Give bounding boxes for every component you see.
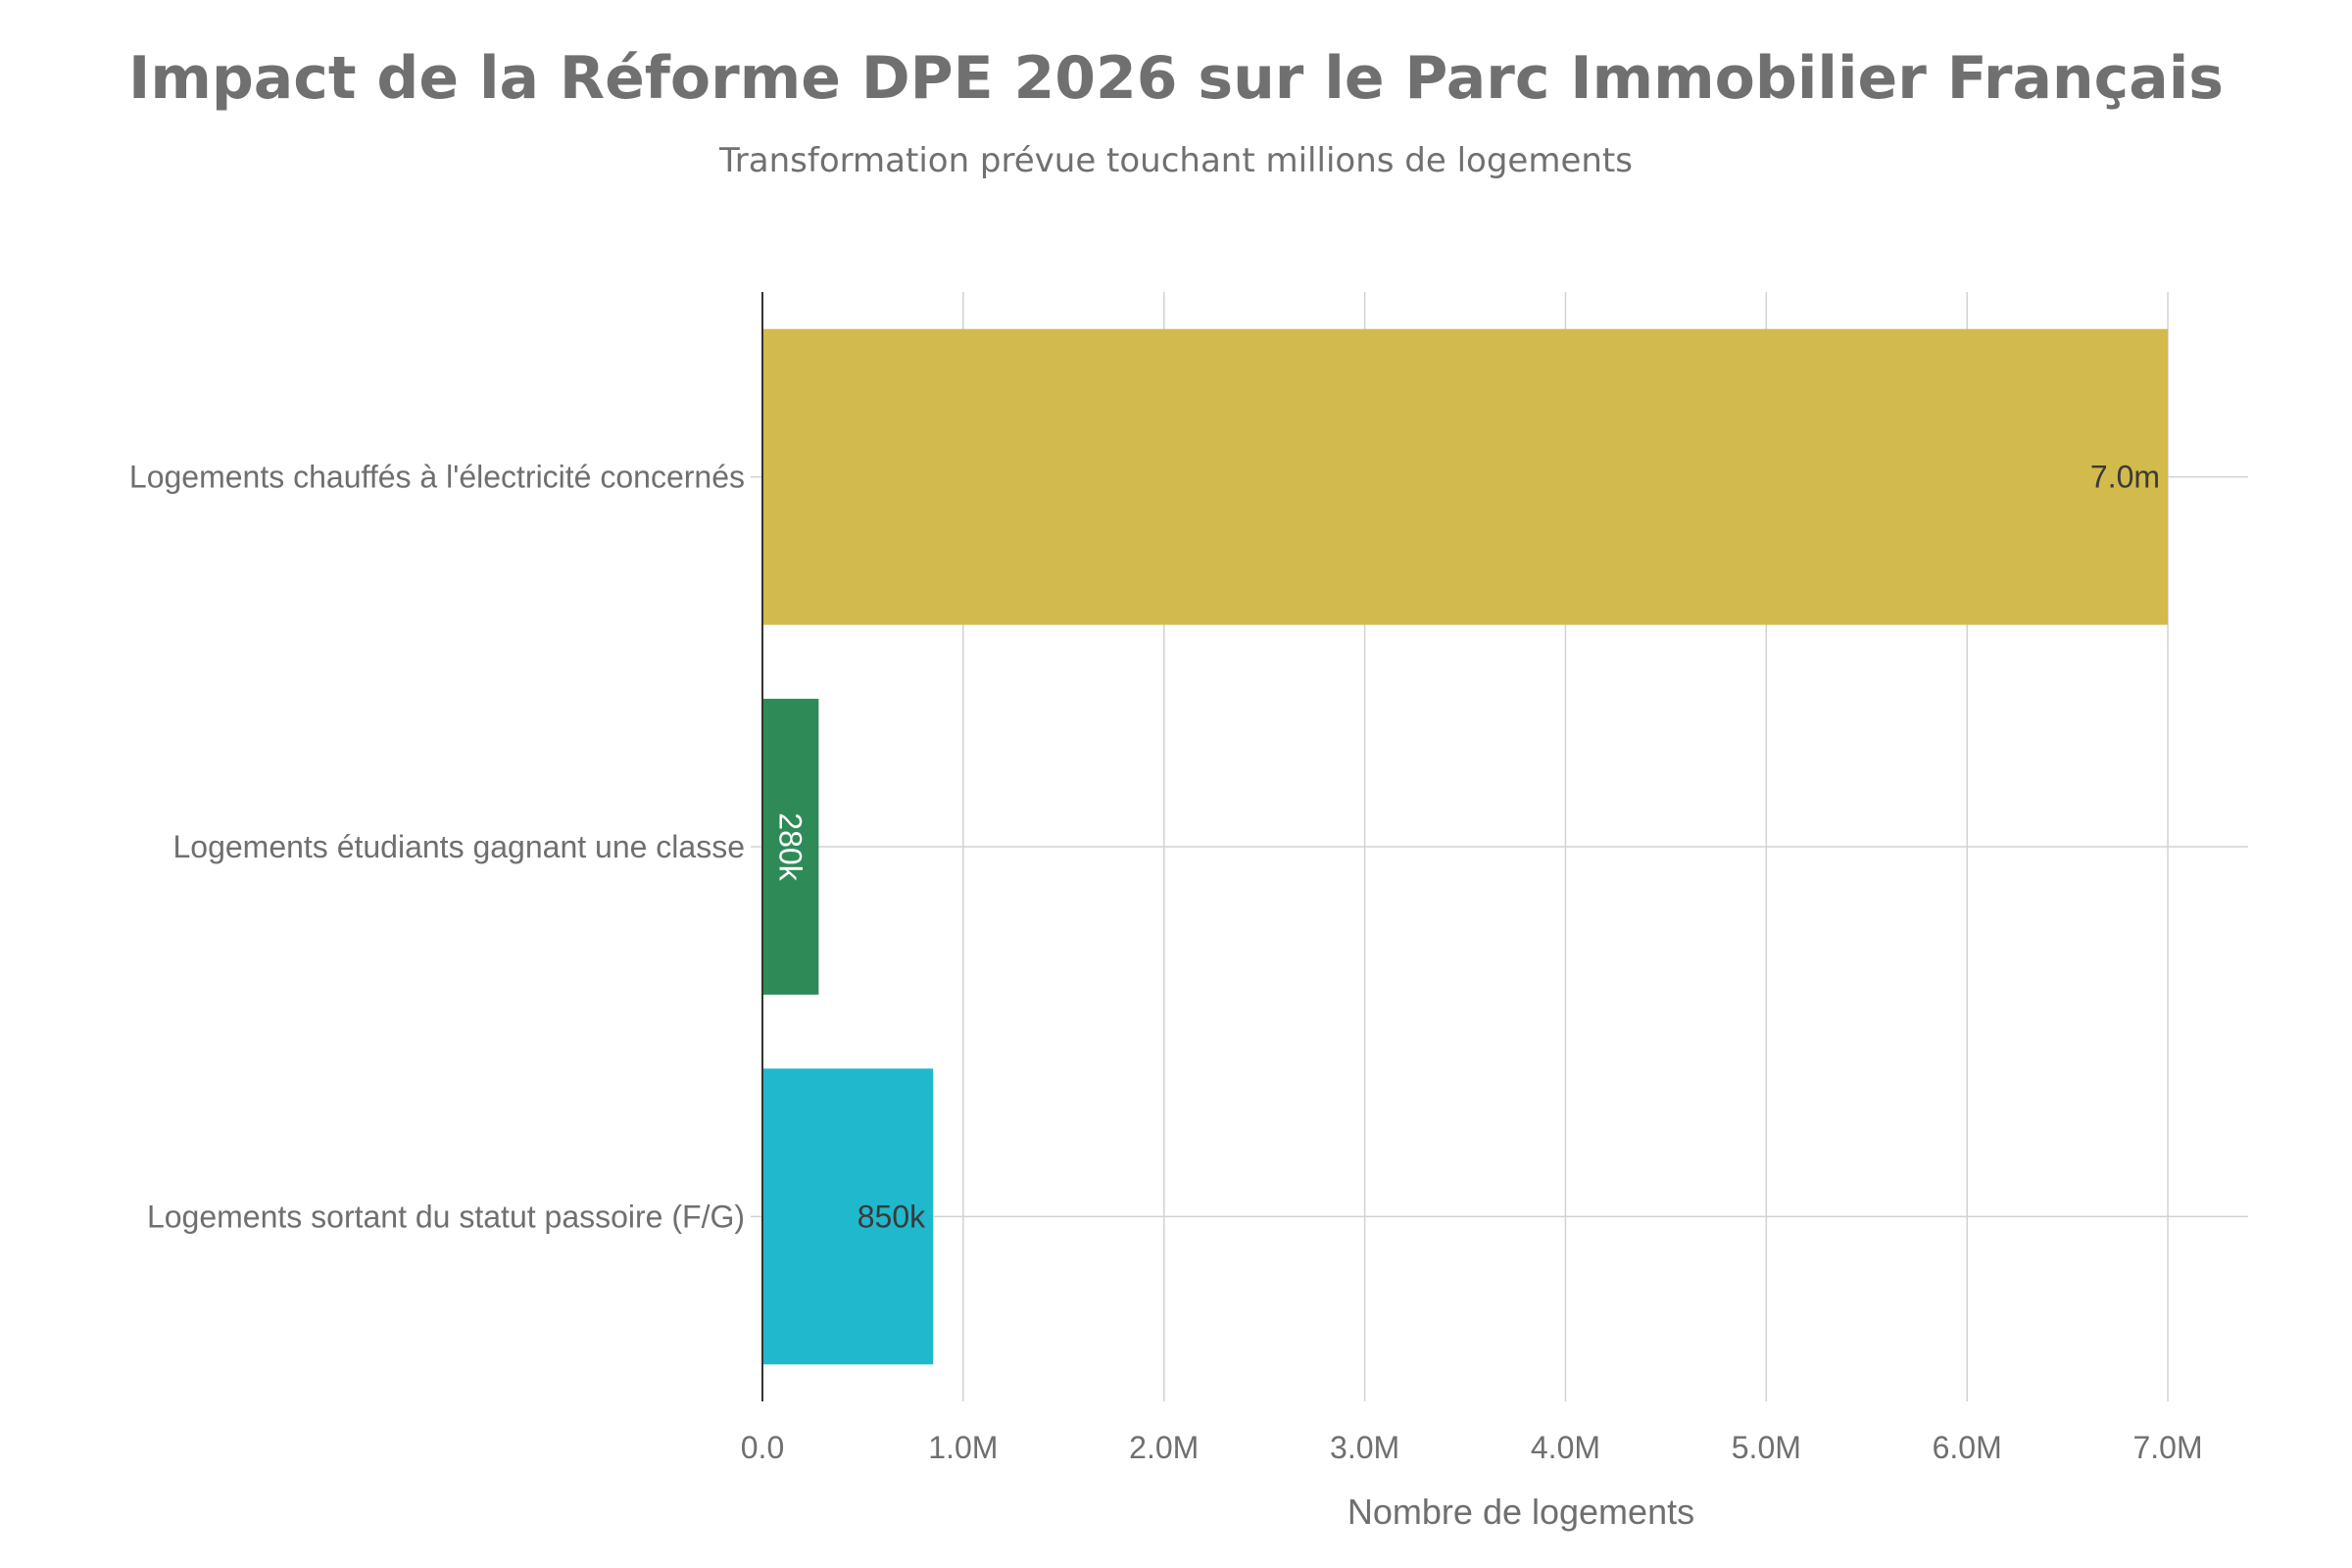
- category-label: Logements étudiants gagnant une classe: [172, 829, 745, 864]
- x-tick-label: 4.0M: [1531, 1430, 1600, 1465]
- x-tick-label: 3.0M: [1330, 1430, 1399, 1465]
- bar: [762, 1068, 934, 1365]
- data-label: 7.0m: [2090, 460, 2160, 495]
- bars: [762, 328, 2169, 1365]
- x-tick-label: 1.0M: [928, 1430, 998, 1465]
- data-labels: 7.0m 280k 850k: [773, 460, 2160, 1235]
- data-label: 850k: [858, 1199, 926, 1234]
- x-tick-label: 5.0M: [1732, 1430, 1801, 1465]
- x-tick-label: 7.0M: [2132, 1430, 2202, 1465]
- bar: [762, 699, 819, 995]
- chart-title: Impact de la Réforme DPE 2026 sur le Par…: [128, 44, 2224, 113]
- x-axis-title: Nombre de logements: [1348, 1492, 1694, 1532]
- x-tick-label: 2.0M: [1129, 1430, 1199, 1465]
- chart-subtitle: Transformation prévue touchant millions …: [718, 141, 1633, 180]
- data-label: 280k: [773, 812, 808, 881]
- x-tick-label: 0.0: [741, 1430, 784, 1465]
- x-tick-label: 6.0M: [1933, 1430, 2002, 1465]
- category-label: Logements chauffés à l'électricité conce…: [129, 460, 745, 495]
- category-label: Logements sortant du statut passoire (F/…: [147, 1199, 745, 1234]
- axes: 0.0 1.0M 2.0M 3.0M 4.0M 5.0M 6.0M 7.0M Logements…: [129, 292, 2203, 1465]
- bar: [762, 328, 2169, 625]
